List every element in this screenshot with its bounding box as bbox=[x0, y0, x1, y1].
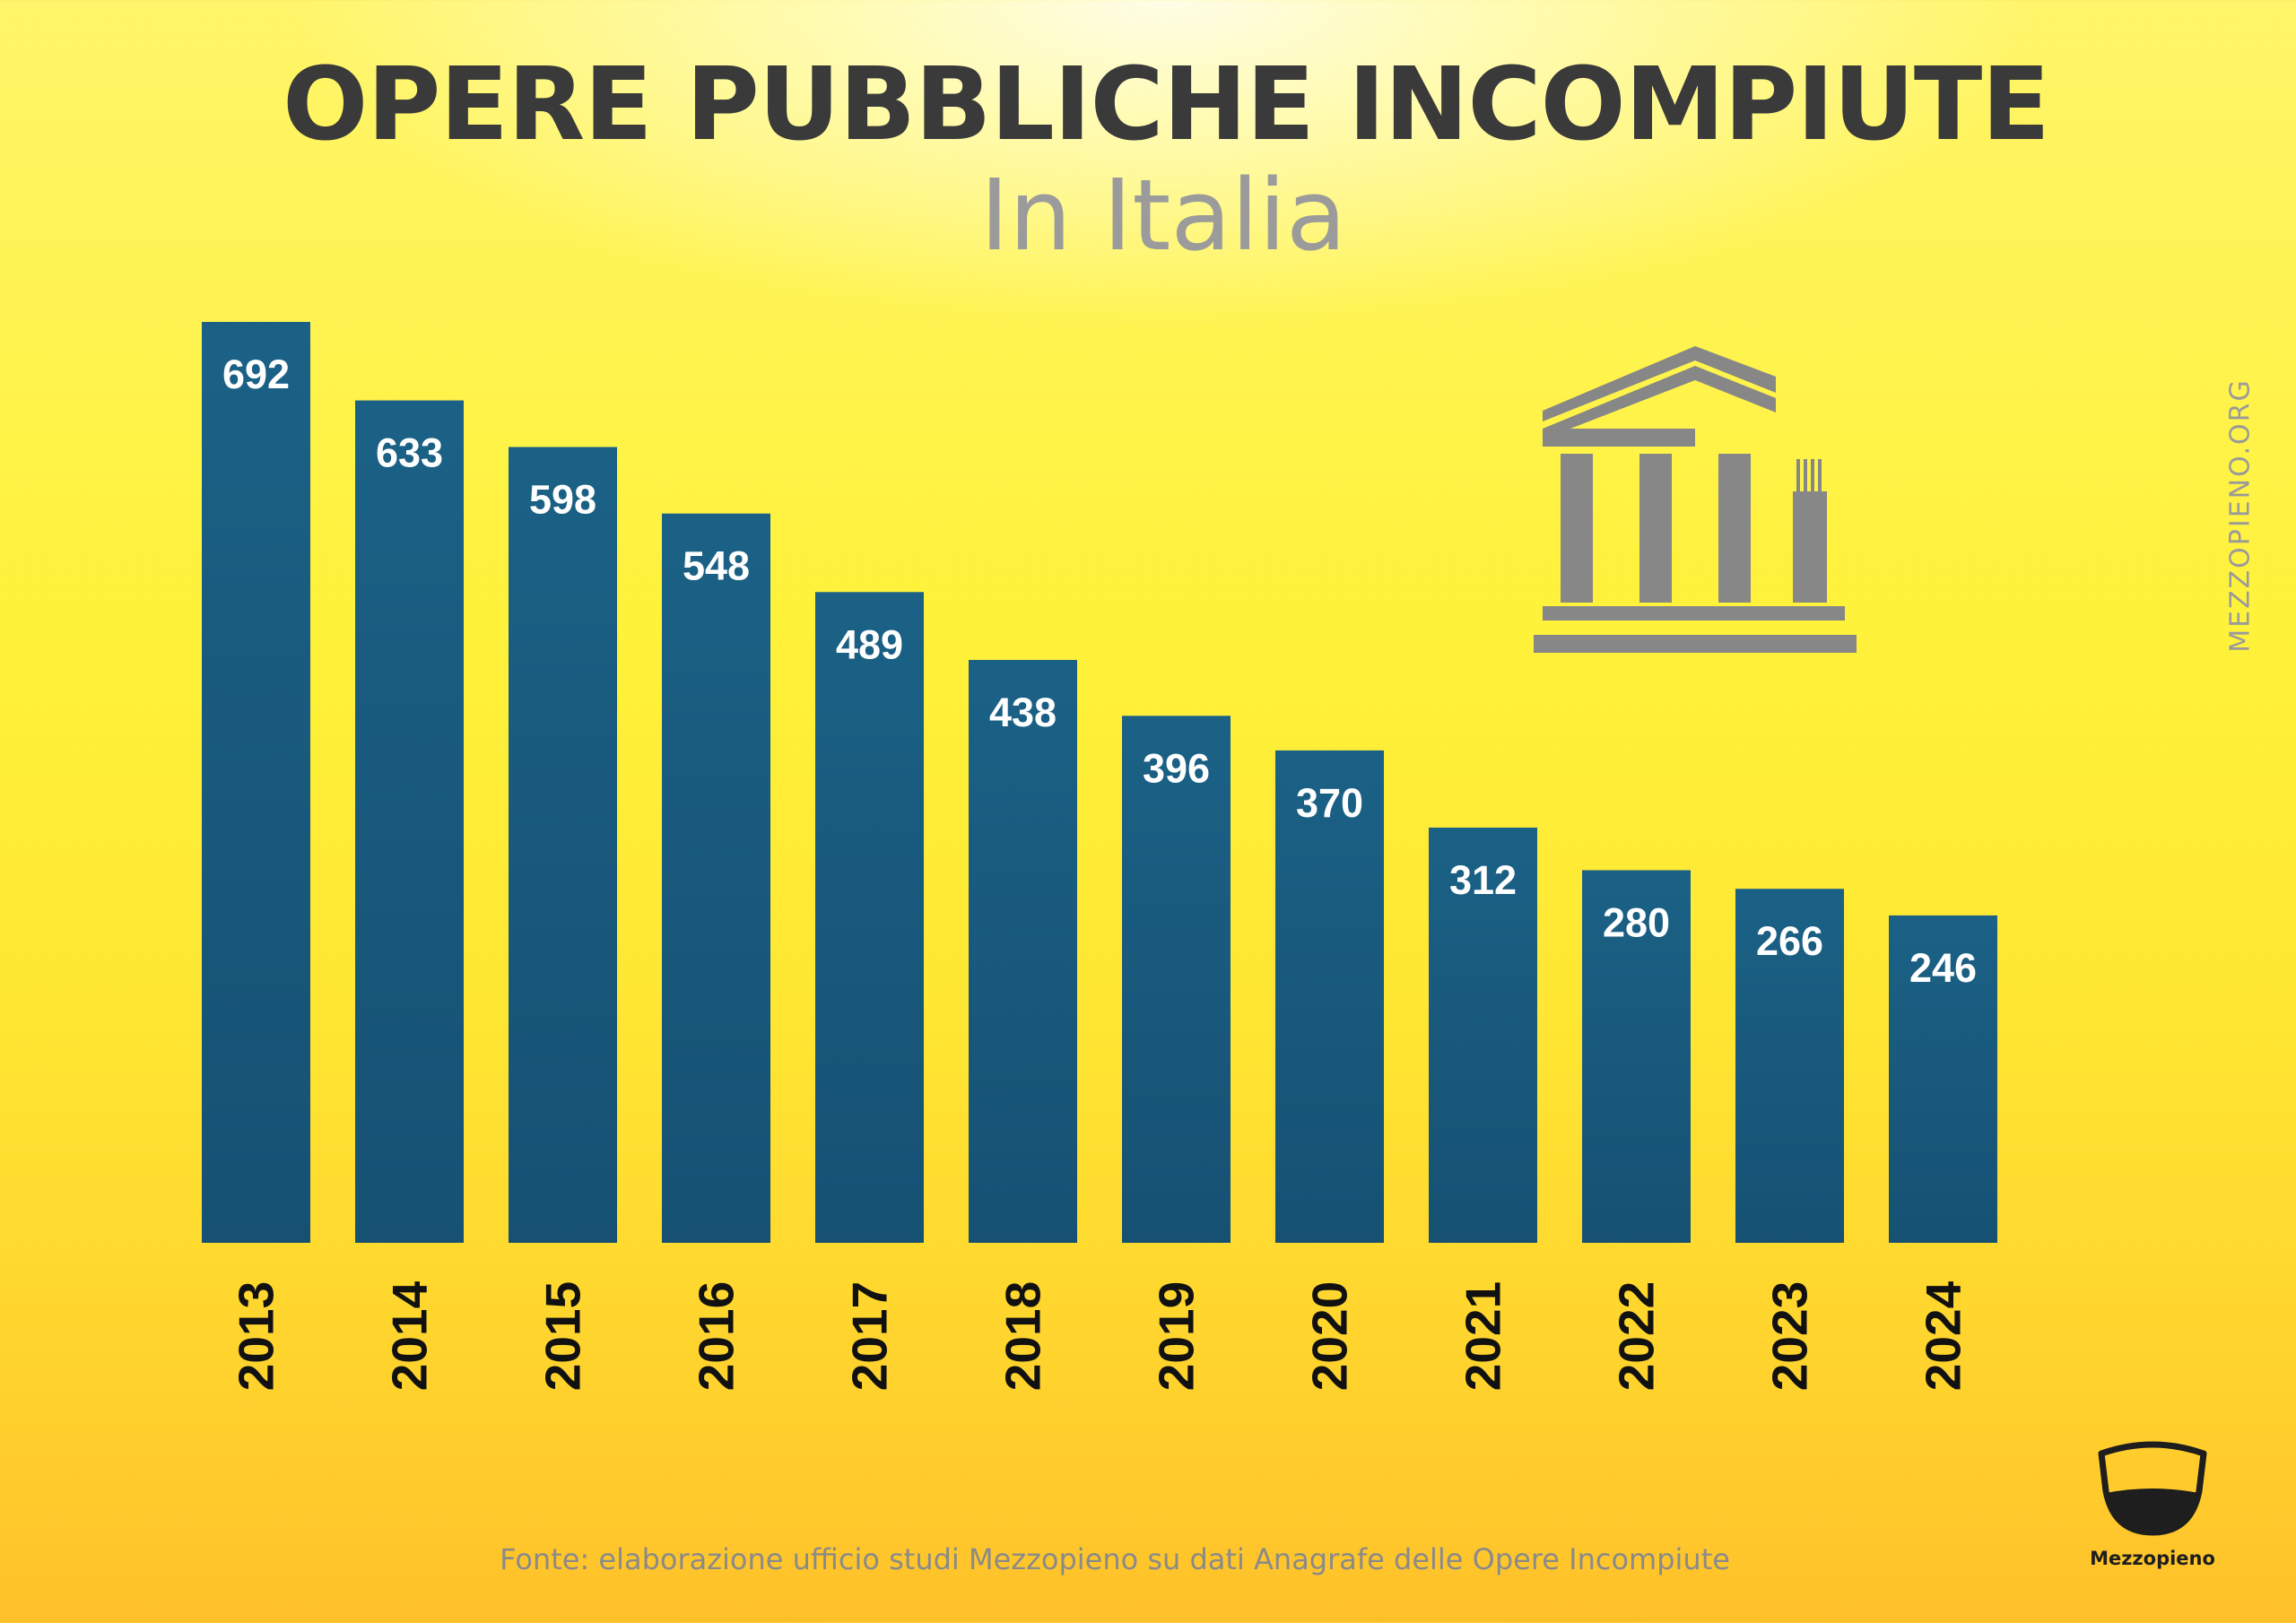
value-label-2014: 633 bbox=[376, 430, 443, 476]
year-label-2013: 2013 bbox=[229, 1281, 284, 1391]
year-label-2021: 2021 bbox=[1456, 1281, 1511, 1391]
bars-group bbox=[202, 322, 1997, 1244]
value-label-2016: 548 bbox=[683, 543, 750, 589]
bar-2021 bbox=[1429, 827, 1537, 1243]
year-label-2014: 2014 bbox=[382, 1280, 438, 1391]
bar-2022 bbox=[1582, 870, 1691, 1243]
year-label-2023: 2023 bbox=[1762, 1281, 1818, 1391]
source-note: Fonte: elaborazione ufficio studi Mezzop… bbox=[500, 1542, 1730, 1576]
year-label-2018: 2018 bbox=[996, 1281, 1051, 1391]
year-label-2022: 2022 bbox=[1609, 1281, 1665, 1391]
value-label-2021: 312 bbox=[1449, 857, 1517, 903]
value-label-2017: 489 bbox=[836, 621, 903, 667]
year-label-2020: 2020 bbox=[1302, 1281, 1358, 1391]
value-label-2022: 280 bbox=[1603, 899, 1670, 945]
value-labels-group: 692 633 598 548 489 438 396 370 312 280 266 246 bbox=[222, 352, 1977, 991]
year-labels-group: 2013 2014 2015 2016 2017 2018 2019 2020 2021 2022… bbox=[229, 1280, 1971, 1391]
value-label-2024: 246 bbox=[1909, 945, 1977, 991]
bar-2017 bbox=[815, 592, 924, 1243]
value-label-2020: 370 bbox=[1296, 780, 1363, 826]
glass-icon bbox=[2098, 1441, 2207, 1536]
year-label-2015: 2015 bbox=[535, 1281, 591, 1391]
logo: Mezzopieno bbox=[2085, 1439, 2220, 1569]
bar-2016 bbox=[662, 513, 770, 1243]
chart-title: OPERE PUBBLICHE INCOMPIUTE bbox=[283, 47, 2050, 163]
year-label-2024: 2024 bbox=[1916, 1280, 1971, 1391]
temple-icon bbox=[1534, 346, 1857, 653]
value-label-2023: 266 bbox=[1756, 918, 1823, 964]
year-label-2017: 2017 bbox=[842, 1281, 898, 1391]
bar-2015 bbox=[509, 447, 617, 1244]
value-label-2018: 438 bbox=[989, 690, 1057, 735]
bar-2023 bbox=[1735, 889, 1844, 1243]
value-label-2019: 396 bbox=[1143, 745, 1210, 791]
bar-2019 bbox=[1122, 716, 1231, 1243]
bar-2020 bbox=[1275, 750, 1384, 1243]
year-label-2019: 2019 bbox=[1149, 1281, 1205, 1391]
bar-2018 bbox=[969, 659, 1077, 1243]
value-label-2013: 692 bbox=[222, 352, 290, 397]
bar-2024 bbox=[1889, 915, 1997, 1243]
logo-text: Mezzopieno bbox=[2090, 1548, 2215, 1569]
bar-2014 bbox=[355, 400, 464, 1243]
bar-2013 bbox=[202, 322, 310, 1243]
year-label-2016: 2016 bbox=[689, 1281, 744, 1391]
chart-subtitle: In Italia bbox=[979, 158, 1347, 273]
value-label-2015: 598 bbox=[529, 477, 596, 523]
